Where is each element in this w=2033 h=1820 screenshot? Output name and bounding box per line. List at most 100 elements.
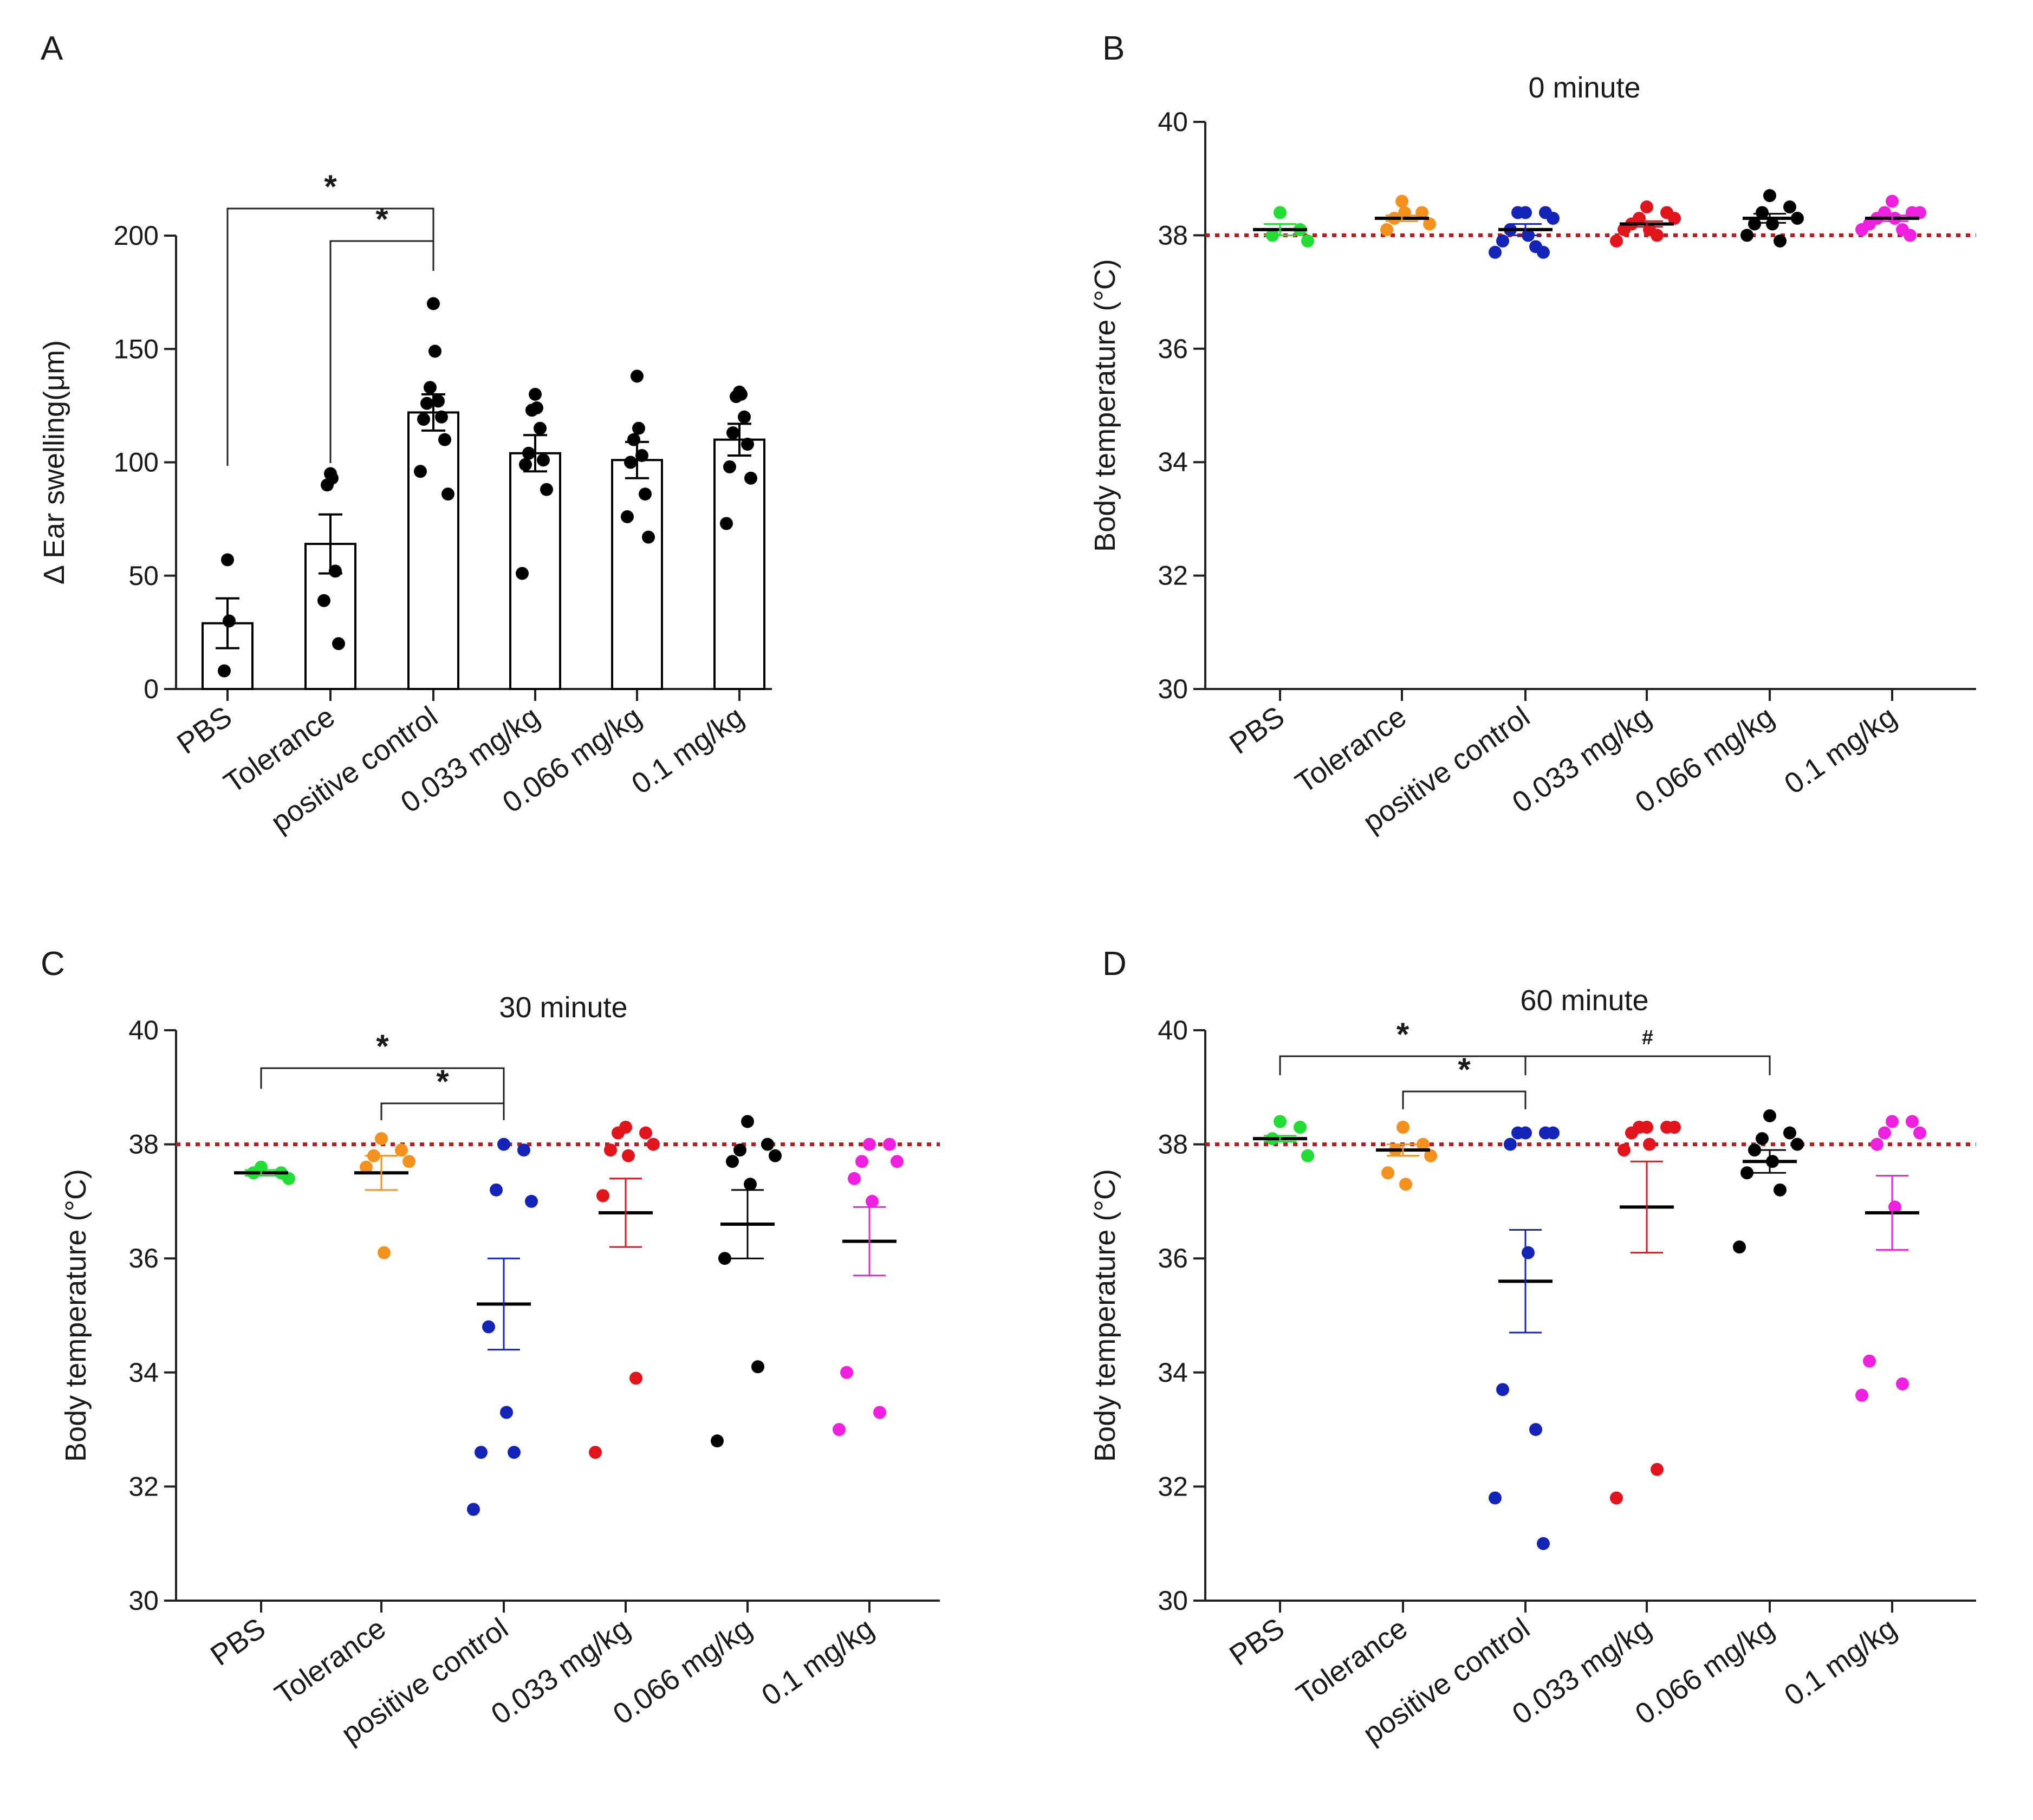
data-point [467, 1503, 480, 1516]
data-point [723, 460, 736, 473]
y-tick-label: 36 [128, 1243, 159, 1273]
data-point [1783, 1126, 1796, 1140]
significance-bracket [380, 1102, 505, 1120]
data-point [1748, 217, 1761, 231]
y-axis-label: Body temperature (°C) [1089, 259, 1121, 552]
chart-title: 30 minute [499, 991, 627, 1024]
y-tick-label: 30 [128, 1585, 159, 1616]
data-point [1643, 1138, 1656, 1151]
data-point [1906, 1115, 1919, 1128]
x-category-label: 0.1 mg/kg [756, 1612, 880, 1712]
data-point [873, 1406, 886, 1419]
data-point [395, 1143, 408, 1157]
data-point [1896, 1377, 1909, 1390]
significance-label: * [375, 201, 388, 237]
data-point [1380, 223, 1393, 236]
data-point [1496, 234, 1509, 248]
data-point [622, 1149, 635, 1162]
data-point [726, 426, 739, 440]
data-point [647, 1138, 660, 1151]
y-tick-label: 200 [114, 220, 159, 251]
panel-letter: D [1102, 945, 1127, 983]
data-point [1886, 194, 1899, 208]
data-point [1423, 217, 1436, 231]
data-point [624, 456, 637, 469]
significance-bracket [1524, 1055, 1771, 1075]
data-point [1756, 1132, 1769, 1146]
y-tick-label: 40 [1158, 107, 1188, 137]
data-point [1640, 200, 1653, 214]
data-point [741, 438, 754, 451]
significance-label: * [376, 1028, 389, 1064]
data-point [1904, 229, 1917, 242]
data-point [500, 1406, 513, 1419]
data-point [741, 1115, 754, 1128]
panel-A: AΔ Ear swelling(μm)050100150200PBSTolera… [38, 30, 772, 838]
x-category-label: 0.066 mg/kg [1629, 1612, 1780, 1731]
data-point [1618, 1143, 1631, 1157]
data-point [1651, 1462, 1664, 1476]
significance-label: * [436, 1063, 449, 1100]
data-point [1740, 229, 1753, 242]
data-point [1537, 1537, 1550, 1550]
data-point [517, 1143, 530, 1157]
y-tick-label: 40 [128, 1015, 159, 1045]
panel-D: D 60 minute Body temperature (°C) 30 32 34 36 3… [1089, 945, 1976, 1750]
y-tick-label: 30 [1158, 1585, 1188, 1616]
data-point [1763, 1109, 1776, 1122]
data-point [639, 1126, 652, 1140]
data-point [1855, 223, 1868, 236]
x-category-label: 0.1 mg/kg [1778, 700, 1902, 801]
data-point [490, 1183, 503, 1197]
data-point [730, 390, 743, 404]
data-point [1791, 1138, 1804, 1151]
data-point [432, 394, 445, 408]
x-category-label: Tolerance [1291, 1612, 1413, 1711]
data-point [417, 412, 430, 426]
data-point [282, 1172, 295, 1185]
x-category-label: PBS [1224, 1612, 1290, 1672]
data-point [1913, 206, 1926, 219]
significance-bracket [1279, 1055, 1527, 1075]
data-point [1610, 234, 1623, 248]
y-tick-label: 40 [1158, 1015, 1188, 1045]
data-point [1395, 194, 1408, 208]
data-point [475, 1446, 488, 1459]
data-point [522, 446, 535, 460]
data-point [1763, 189, 1776, 203]
data-point [402, 1155, 415, 1168]
data-point [1547, 211, 1560, 225]
y-tick-label: 32 [128, 1471, 159, 1502]
data-point [508, 1446, 521, 1459]
significance-label: * [1458, 1051, 1471, 1088]
y-axis-label: Body temperature (°C) [1089, 1169, 1121, 1462]
x-category-label: PBS [1224, 700, 1290, 760]
data-point [1668, 1121, 1681, 1134]
data-point [428, 344, 441, 358]
data-point [1783, 200, 1796, 214]
data-point [1774, 234, 1787, 248]
data-point [1397, 1121, 1410, 1134]
data-point [516, 567, 529, 580]
y-tick-label: 34 [1158, 447, 1188, 477]
data-point [1294, 1121, 1307, 1134]
data-point [1417, 1138, 1430, 1151]
data-point [1274, 206, 1287, 219]
y-tick-label: 38 [1158, 1129, 1188, 1160]
data-point [435, 410, 448, 424]
data-point [1522, 1246, 1535, 1259]
significance-bracket [1402, 1090, 1527, 1109]
chart-title: 0 minute [1528, 72, 1640, 104]
y-axis-label: Δ Ear swelling(μm) [38, 340, 70, 584]
y-tick-label: 34 [1158, 1357, 1188, 1388]
data-point [726, 1155, 739, 1168]
data-point [1274, 1115, 1287, 1128]
data-point [1791, 211, 1804, 225]
data-point [720, 517, 733, 530]
data-point [761, 1138, 774, 1151]
data-point [1301, 234, 1314, 248]
y-tick-label: 36 [1158, 1243, 1188, 1273]
data-point [1618, 223, 1631, 236]
data-point [1756, 206, 1769, 219]
data-point [1381, 1166, 1394, 1180]
